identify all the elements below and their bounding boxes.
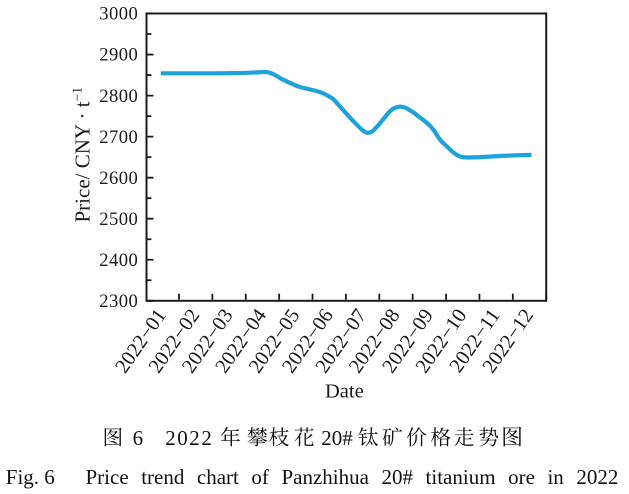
svg-text:2400: 2400	[99, 250, 138, 271]
svg-text:6: 6	[133, 426, 144, 450]
svg-text:3000: 3000	[99, 4, 138, 25]
svg-text:2800: 2800	[99, 86, 138, 107]
svg-text:2300: 2300	[99, 291, 138, 312]
svg-text:Price trend chart of Panzhihua: Price trend chart of Panzhihua 20# titan…	[86, 465, 619, 489]
svg-text:2022: 2022	[165, 426, 213, 450]
svg-text:20#: 20#	[321, 426, 353, 450]
svg-text:2700: 2700	[99, 127, 138, 148]
svg-text:Price/ CNY · t−1: Price/ CNY · t−1	[70, 87, 95, 223]
svg-text:2600: 2600	[99, 168, 138, 189]
svg-text:2900: 2900	[99, 45, 138, 66]
svg-text:Date: Date	[325, 381, 364, 403]
svg-text:Fig. 6: Fig. 6	[6, 465, 55, 489]
svg-text:2500: 2500	[99, 209, 138, 230]
